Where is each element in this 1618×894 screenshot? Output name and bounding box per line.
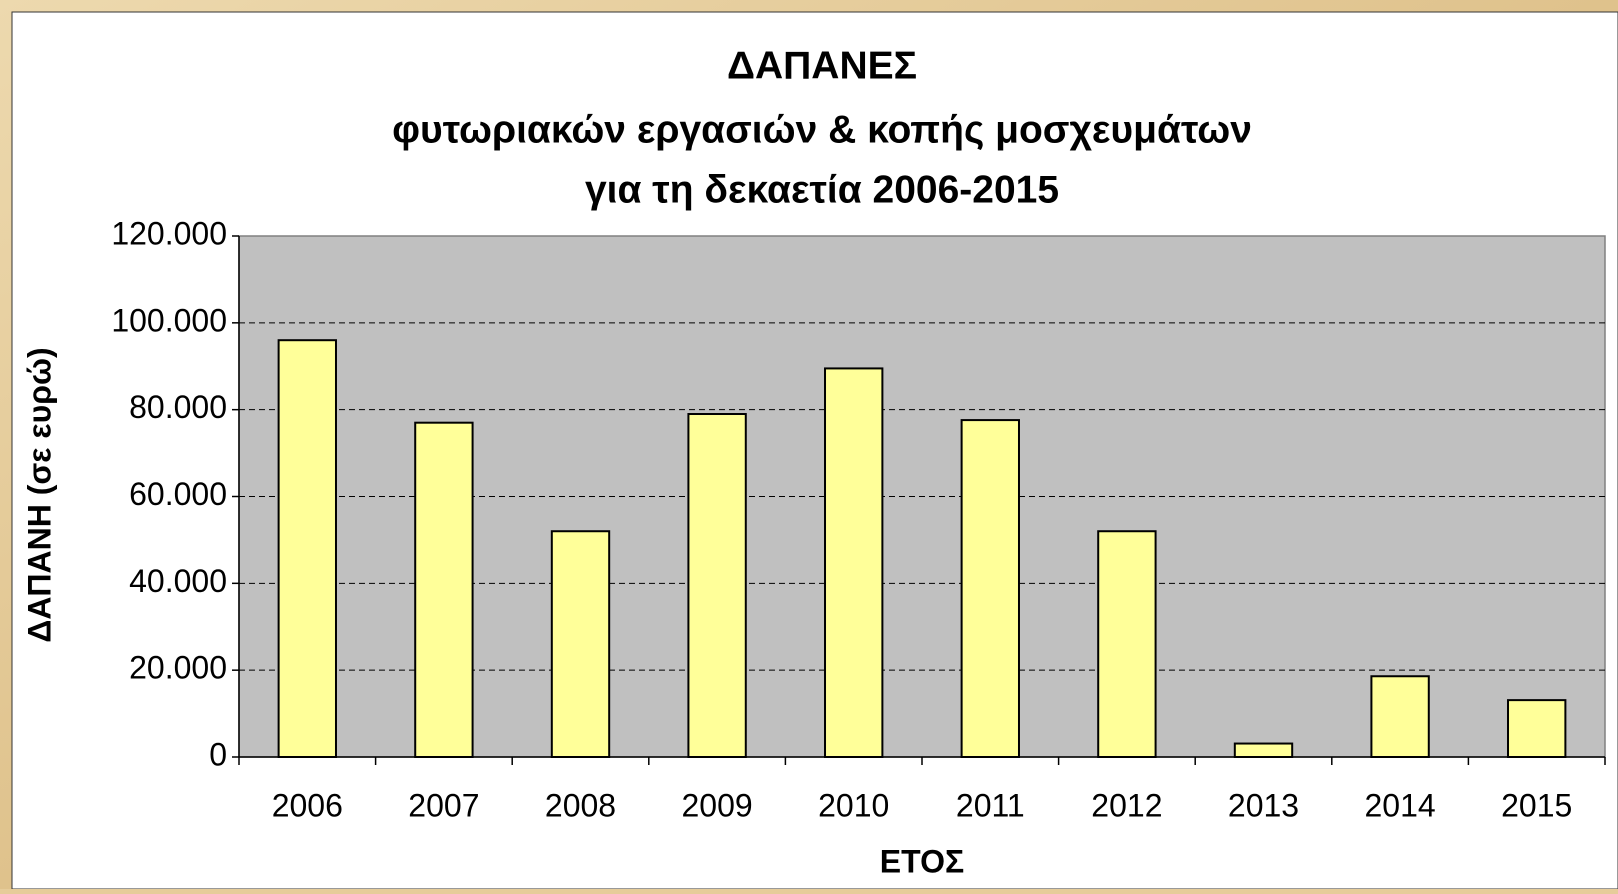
x-tick-label: 2013	[1228, 787, 1299, 823]
bar	[824, 367, 884, 758]
bar	[1233, 742, 1294, 758]
bar	[414, 421, 474, 758]
chart-title: για τη δεκαετία 2006-2015	[585, 168, 1059, 211]
bar	[1370, 675, 1430, 758]
x-tick-label: 2012	[1091, 787, 1162, 823]
chart-title: ΔΑΠΑΝΕΣ	[727, 44, 917, 87]
bar	[550, 530, 611, 758]
x-tick-label: 2009	[682, 787, 753, 823]
y-tick-label: 60.000	[129, 476, 227, 512]
x-tick-label: 2006	[272, 787, 343, 823]
x-tick-label: 2010	[818, 787, 889, 823]
x-axis-title: ΕΤΟΣ	[880, 843, 964, 879]
y-tick-label: 0	[209, 736, 227, 772]
x-tick-label: 2014	[1365, 787, 1436, 823]
bar	[687, 413, 747, 758]
y-tick-label: 120.000	[111, 215, 227, 251]
y-tick-label: 80.000	[129, 389, 227, 425]
x-tick-label: 2011	[956, 787, 1025, 823]
x-tick-label: 2007	[408, 787, 479, 823]
bar	[1097, 530, 1157, 758]
bar	[1507, 699, 1567, 758]
x-tick-label: 2015	[1501, 787, 1572, 823]
y-axis-title: ΔΑΠΑΝΗ (σε ευρώ)	[21, 347, 57, 642]
y-tick-label: 100.000	[111, 302, 227, 338]
y-tick-label: 20.000	[129, 650, 227, 686]
bar	[960, 419, 1020, 758]
bar	[277, 339, 337, 758]
x-tick-label: 2008	[545, 787, 616, 823]
chart-title: φυτωριακών εργασιών & κοπής μοσχευμάτων	[392, 108, 1252, 151]
y-tick-label: 40.000	[129, 563, 227, 599]
